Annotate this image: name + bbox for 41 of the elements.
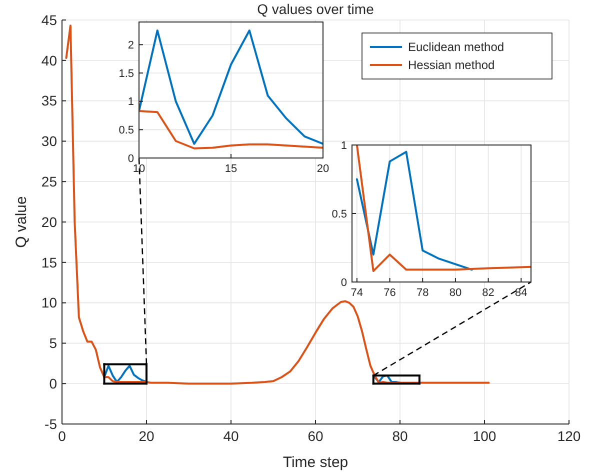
- x-tick-label: 80: [449, 287, 462, 299]
- y-tick-label: 25: [41, 174, 58, 190]
- x-tick-label: 76: [384, 287, 396, 299]
- x-tick-label: 40: [223, 428, 239, 444]
- y-tick-label: 35: [41, 92, 58, 109]
- x-tick-label: 15: [224, 163, 238, 175]
- y-tick-label: 0: [128, 152, 134, 165]
- y-tick-label: 20: [41, 214, 58, 230]
- x-tick-label: 74: [350, 287, 364, 299]
- y-tick-label: 30: [41, 133, 58, 150]
- y-tick-label: 5: [49, 335, 58, 352]
- x-tick-label: 84: [515, 287, 528, 299]
- y-tick-label: 45: [41, 12, 58, 28]
- legend-label: Euclidean method: [408, 40, 504, 54]
- x-axis-title: Time step: [282, 454, 348, 471]
- line-series: [139, 110, 323, 150]
- x-tick-label: 78: [416, 287, 429, 299]
- x-tick-label: 80: [392, 428, 408, 444]
- x-tick-label: 100: [472, 428, 496, 444]
- x-tick-label: 20: [138, 428, 154, 444]
- legend-label: Hessian method: [408, 58, 495, 72]
- y-tick-label: 0: [49, 376, 58, 392]
- line-series: [139, 30, 323, 145]
- y-tick-label: 0.5: [118, 124, 134, 137]
- y-tick-label: 40: [41, 52, 58, 68]
- x-tick-label: 82: [482, 287, 494, 299]
- line-series: [356, 145, 531, 272]
- x-tick-label: 60: [308, 428, 324, 444]
- y-tick-label: 2: [128, 40, 134, 52]
- y-tick-label: 0: [340, 276, 347, 289]
- y-tick-label: -5: [44, 416, 58, 432]
- y-tick-label: 1: [128, 96, 134, 108]
- x-tick-label: 20: [316, 163, 330, 175]
- line-series: [356, 150, 473, 271]
- y-axis-title: Q value: [13, 196, 30, 248]
- y-tick-label: 1: [340, 140, 347, 152]
- y-tick-label: 1.5: [118, 68, 134, 80]
- x-tick-label: 120: [557, 428, 581, 444]
- y-tick-label: 0.5: [332, 208, 347, 220]
- chart-title: Q values over time: [257, 1, 374, 17]
- y-tick-label: 15: [41, 254, 58, 270]
